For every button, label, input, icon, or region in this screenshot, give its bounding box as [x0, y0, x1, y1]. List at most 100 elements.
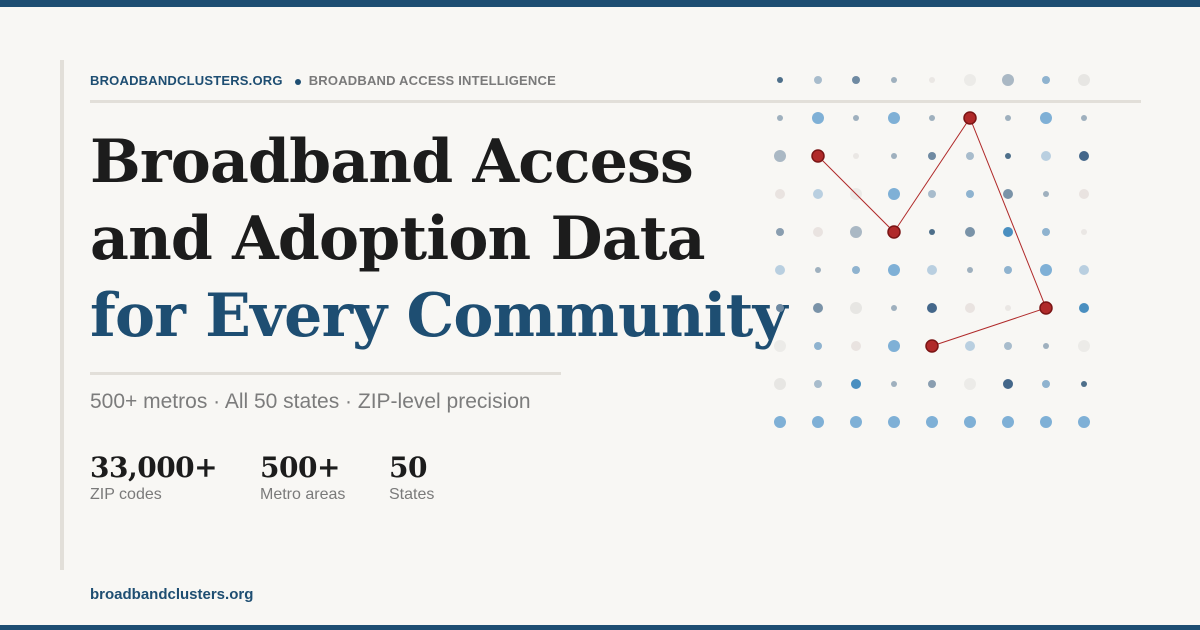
grid-dot [964, 378, 976, 390]
grid-dot [851, 341, 861, 351]
grid-dot [966, 190, 974, 198]
grid-dot [966, 152, 974, 160]
grid-dot [814, 76, 822, 84]
grid-dot [812, 112, 824, 124]
grid-dot [929, 115, 935, 121]
highlight-dot [887, 225, 901, 239]
decorative-dot-grid [774, 74, 1090, 428]
grid-dot [928, 152, 936, 160]
grid-dot [888, 416, 900, 428]
grid-dot [1043, 191, 1049, 197]
subtitle: 500+ metros · All 50 states · ZIP-level … [90, 390, 531, 413]
grid-dot [891, 153, 897, 159]
grid-dot [774, 416, 786, 428]
grid-dot [774, 150, 786, 162]
grid-dot [777, 115, 783, 121]
grid-dot [888, 188, 900, 200]
grid-dot [1078, 340, 1090, 352]
grid-dot [888, 340, 900, 352]
stat-label: Metro areas [260, 486, 346, 503]
grid-dot [774, 378, 786, 390]
title-line-3: for Every Community [90, 281, 787, 351]
top-accent-bar [0, 0, 1200, 7]
grid-dot [888, 112, 900, 124]
grid-dot [1041, 151, 1051, 161]
grid-dot [1078, 416, 1090, 428]
grid-dot [777, 77, 783, 83]
grid-dot [891, 77, 897, 83]
grid-dot [1081, 229, 1087, 235]
separator-dot-icon [294, 79, 301, 85]
grid-dot [776, 228, 784, 236]
grid-dot [775, 189, 785, 199]
grid-dot [1079, 189, 1089, 199]
grid-dot [1042, 76, 1050, 84]
grid-dot [1079, 303, 1089, 313]
grid-dot [929, 77, 935, 83]
grid-dot [928, 380, 936, 388]
subtitle-divider [90, 372, 561, 375]
grid-dot [927, 303, 937, 313]
footer-url: broadbandclusters.org [90, 586, 254, 603]
grid-dot [813, 227, 823, 237]
grid-dot [852, 76, 860, 84]
highlight-dot [963, 111, 977, 125]
title-line-2: and Adoption Data [90, 204, 706, 274]
highlight-dot [1039, 301, 1053, 315]
grid-dot [1042, 228, 1050, 236]
grid-dot [888, 264, 900, 276]
stat-value: 500+ [260, 451, 340, 484]
grid-dot [776, 304, 784, 312]
grid-dot [1078, 74, 1090, 86]
grid-dot [850, 416, 862, 428]
grid-dot [814, 380, 822, 388]
grid-dot [964, 416, 976, 428]
grid-dot [967, 267, 973, 273]
grid-dot [852, 266, 860, 274]
grid-dot [853, 153, 859, 159]
grid-dot [927, 265, 937, 275]
eyebrow: BROADBANDCLUSTERS.ORG BROADBAND ACCESS I… [90, 72, 556, 88]
grid-dot [891, 305, 897, 311]
bottom-accent-bar [0, 625, 1200, 630]
grid-dot [891, 381, 897, 387]
grid-dot [812, 416, 824, 428]
grid-dot [1002, 74, 1014, 86]
grid-dot [965, 227, 975, 237]
page-title: Broadband Access and Adoption Data for E… [90, 124, 787, 355]
stat-zip-codes: 33,000+ ZIP codes [90, 451, 218, 504]
grid-dot [851, 379, 861, 389]
grid-dot [1004, 266, 1012, 274]
stat-value: 33,000+ [90, 451, 218, 484]
grid-dot [1040, 264, 1052, 276]
grid-dot [1004, 342, 1012, 350]
grid-dot [1005, 305, 1011, 311]
grid-dot [775, 265, 785, 275]
grid-dot [1081, 381, 1087, 387]
grid-dot [813, 303, 823, 313]
grid-dot [1003, 189, 1013, 199]
grid-dot [929, 229, 935, 235]
grid-dot [1081, 115, 1087, 121]
grid-dot [964, 74, 976, 86]
grid-dot [850, 226, 862, 238]
grid-dot [1079, 265, 1089, 275]
highlight-dot [925, 339, 939, 353]
grid-dot [1040, 416, 1052, 428]
stat-metro-areas: 500+ Metro areas [260, 452, 345, 504]
grid-dot [1002, 416, 1014, 428]
grid-dot [1043, 343, 1049, 349]
grid-dot [813, 189, 823, 199]
stat-states: 50 States [389, 452, 434, 504]
grid-dot [926, 416, 938, 428]
tagline: BROADBAND ACCESS INTELLIGENCE [308, 72, 556, 88]
site-name: BROADBANDCLUSTERS.ORG [90, 72, 283, 88]
grid-dot [1003, 379, 1013, 389]
stat-value: 50 [389, 451, 427, 484]
grid-dot [815, 267, 821, 273]
grid-dot [1042, 380, 1050, 388]
highlight-dot [811, 149, 825, 163]
grid-dot [928, 190, 936, 198]
grid-dot [1005, 153, 1011, 159]
stat-label: ZIP codes [90, 486, 162, 503]
